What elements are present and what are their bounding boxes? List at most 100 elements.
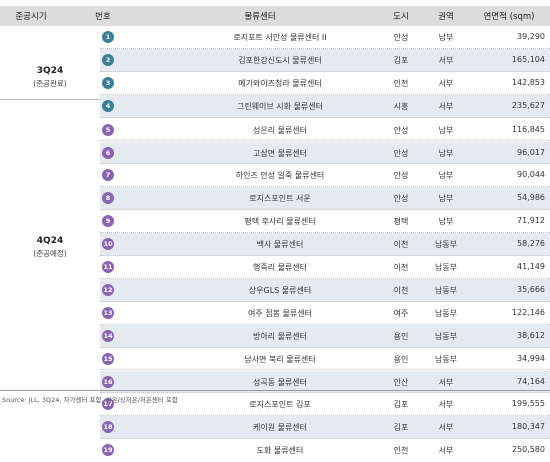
table-row: 19 도화 물류센터 인천 서부 250,580 [100,439,550,462]
row-city: 김포 [393,400,409,410]
row-area: 58,276 [517,239,545,249]
table-row: 12 상우GLS 물류센터 이천 남동부 35,666 [100,278,550,302]
row-number-badge: 7 [102,169,114,182]
table-row: 14 방아리 물류센터 용인 남동부 38,612 [100,324,550,348]
row-name: 여주 점봉 물류센터 [248,308,312,318]
row-area: 38,612 [517,330,545,340]
table-row: 8 로지스포인트 서운 안성 남부 54,986 [100,187,550,211]
row-city: 평택 [393,217,409,227]
group-label-3q24: 3Q24 (준공완료) [0,66,100,89]
row-number-badge: 8 [102,192,114,205]
row-name: 상우GLS 물류센터 [248,285,312,295]
row-city: 안성 [393,33,409,42]
row-name: 남사면 북리 물류센터 [244,354,316,364]
row-city: 안성 [393,148,409,158]
table-row: 5 성은리 물류센터 안성 남부 116,845 [100,119,550,142]
row-area: 74,164 [517,376,545,386]
table-row: 4 그린웨이브 시화 물류센터 시흥 서부 235,627 [100,94,550,118]
row-number-badge: 13 [102,306,114,319]
row-region: 남동부 [434,354,458,364]
row-name: 고삼면 물류센터 [252,148,308,158]
row-area: 34,994 [517,353,545,363]
row-name: 백사 물류센터 [256,240,304,250]
row-name: 그린웨이브 시화 물류센터 [236,101,324,111]
row-city: 이천 [393,240,409,250]
row-city: 김포 [393,423,409,433]
group-subtitle: (준공예정) [33,249,67,258]
row-number-badge: 18 [102,421,114,434]
row-city: 인천 [393,78,409,88]
row-area: 71,912 [517,216,545,226]
row-region: 남동부 [434,263,458,272]
row-area: 96,017 [517,147,545,157]
row-region: 서부 [438,446,454,456]
row-area: 142,853 [511,77,545,87]
row-city: 안성 [393,194,409,204]
table-row: 1 로지포트 서안성 물류센터 II 안성 남부 39,290 [100,26,550,49]
row-region: 남부 [438,194,454,204]
row-city: 인천 [393,446,409,456]
table-row: 13 여주 점봉 물류센터 여주 남동부 122,146 [100,302,550,325]
row-area: 54,986 [517,193,545,203]
row-number-badge: 5 [102,123,114,136]
row-area: 165,104 [511,54,545,64]
row-number-badge: 10 [102,238,114,251]
row-number-badge: 14 [102,329,114,342]
row-region: 남부 [438,125,454,135]
group-title: 3Q24 [36,66,64,76]
row-area: 199,555 [511,399,545,409]
row-region: 남동부 [434,240,458,250]
row-number-badge: 11 [102,261,114,273]
header-area: 연면적 (sqm) [483,12,535,22]
row-city: 안산 [393,377,409,387]
row-region: 남부 [438,171,454,181]
row-name: 성은리 물류센터 [252,125,308,135]
row-number-badge: 4 [102,99,114,112]
row-name: 방아리 물류센터 [252,331,308,341]
row-city: 이천 [393,285,409,295]
row-name: 평택 후사리 물류센터 [244,217,316,227]
table-row: 7 하인즈 안성 일죽 물류센터 안성 남부 90,044 [100,164,550,188]
row-name: 메가와이즈청라 물류센터 [238,78,322,88]
row-region: 남부 [438,148,454,158]
row-region: 서부 [438,377,454,387]
row-region: 남부 [438,33,454,42]
header-number: 번호 [95,12,111,22]
group-label-4q24: 4Q24 (준공예정) [0,236,100,259]
row-name: 로지스포인트 서운 [249,194,311,204]
row-area: 35,666 [517,284,545,294]
row-city: 안성 [393,171,409,181]
row-name: 케이원 물류센터 [252,423,308,433]
row-region: 서부 [438,101,454,111]
row-number-badge: 1 [102,31,114,43]
row-number-badge: 3 [102,76,114,89]
row-city: 이천 [393,263,409,272]
row-city: 용인 [393,331,409,341]
row-name: 도화 물류센터 [256,446,304,456]
table-row: 18 케이원 물류센터 김포 서부 180,347 [100,416,550,440]
header-name: 물류센터 [244,12,276,22]
row-area: 39,290 [517,32,545,41]
row-name: 로지포트 서안성 물류센터 II [233,33,327,42]
table-row: 15 남사면 북리 물류센터 용인 남동부 34,994 [100,348,550,371]
row-city: 여주 [393,308,409,318]
table-bottom-rule [0,390,550,391]
logistics-table: { "headers": { "period": "준공시기", "number… [0,6,550,457]
row-number-badge: 19 [102,444,114,457]
row-city: 용인 [393,354,409,364]
row-name: 김포한강신도시 물류센터 [238,55,322,65]
row-number-badge: 2 [102,53,114,66]
header-region: 권역 [438,12,454,22]
group-title: 4Q24 [36,236,64,246]
header-city: 도시 [393,12,409,22]
row-region: 남동부 [434,308,458,318]
row-area: 235,627 [511,100,545,110]
row-area: 116,845 [511,124,545,134]
table-row: 6 고삼면 물류센터 안성 남부 96,017 [100,141,550,165]
row-name: 성곡동 물류센터 [252,377,308,387]
row-number-badge: 9 [102,215,114,228]
table-row: 2 김포한강신도시 물류센터 김포 서부 165,104 [100,48,550,72]
row-name: 로지스포인트 김포 [249,400,311,410]
row-area: 41,149 [517,262,545,271]
row-number-badge: 16 [102,375,114,388]
